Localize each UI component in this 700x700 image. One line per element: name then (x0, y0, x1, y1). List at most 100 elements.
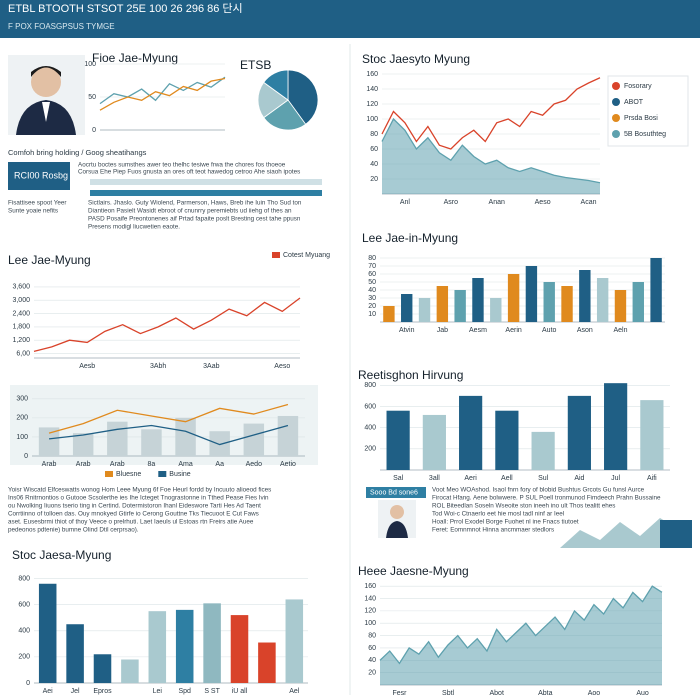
bar (258, 642, 276, 683)
x-tick-label: Atvin (399, 327, 415, 334)
y-tick-label: 40 (368, 657, 376, 664)
x-tick-label: Aei (43, 688, 54, 695)
paragraph: Presens modigl liucwetien eaote. (88, 224, 180, 231)
x-tick-label: Jel (71, 688, 80, 695)
x-tick-label: Aifi (647, 475, 657, 482)
y-tick-label: 50 (88, 94, 96, 101)
y-tick-label: 0 (92, 127, 96, 134)
x-tick-label: Aeso (274, 363, 290, 370)
bar (401, 294, 413, 322)
y-tick-label: 160 (366, 71, 378, 78)
paragraph: PASD Posaife Preontonenes aif Prtad fapa… (88, 216, 301, 223)
y-tick-label: 140 (364, 595, 376, 602)
y-tick-label: 3,600 (12, 284, 30, 291)
bar (531, 431, 555, 470)
paragraph: aset. Eusesbrmi thiot of thoy Veece o pr… (8, 519, 254, 526)
bar (148, 611, 167, 683)
chart-title: Lee Jae-in-Myung (362, 231, 458, 245)
y-tick-label: 70 (368, 263, 376, 270)
x-tick-label: Anan (489, 199, 505, 206)
y-tick-label: 100 (16, 434, 28, 441)
y-tick-label: 60 (368, 271, 376, 278)
x-tick-label: Aedo (246, 461, 262, 468)
pie-slice (263, 99, 307, 131)
area (380, 586, 662, 685)
x-tick-label: Epros (93, 688, 112, 695)
legend-swatch (272, 252, 280, 258)
legend-label: Fosorary (624, 83, 652, 90)
bar (604, 383, 628, 470)
bar (93, 654, 112, 683)
paragraph: pedeonos pdtenie) bumne Olind Dtil cerpr… (8, 527, 139, 534)
paragraph: ou Nwolking Iiuons tserio ting in Certin… (8, 503, 261, 510)
legend-label: Prsda Bosi (624, 115, 658, 122)
y-tick-label: 40 (370, 161, 378, 168)
y-tick-label: 200 (364, 446, 376, 453)
x-tick-label: Auto (542, 327, 557, 334)
y-tick-label: 10 (368, 311, 376, 318)
legend-box (607, 75, 689, 147)
y-tick-label: 20 (368, 669, 376, 676)
paragraph: ROL Biteedlan Soseln Wseoite ston ineeh … (432, 503, 615, 510)
bar (490, 298, 502, 322)
legend-dot (612, 98, 620, 106)
bar (561, 286, 573, 322)
y-tick-label: 1,800 (12, 324, 30, 331)
bar (141, 429, 162, 456)
section-heading: Comfoh bring holding / Goog sheatihangs (8, 148, 147, 157)
photo-small (378, 500, 416, 538)
bar (472, 278, 484, 322)
legend-swatch (158, 471, 167, 477)
x-tick-label: 3Abh (150, 363, 166, 370)
x-tick-label: Sal (393, 475, 404, 482)
line (99, 77, 226, 111)
bar (175, 609, 194, 683)
bar (230, 615, 249, 683)
x-tick-label: 3all (429, 475, 440, 482)
x-tick-label: Lei (153, 688, 163, 695)
bar (243, 423, 265, 456)
legend-dot (612, 82, 620, 90)
y-tick-label: 50 (368, 279, 376, 286)
y-tick-label: 20 (370, 176, 378, 183)
x-tick-label: Sul (538, 475, 549, 482)
badge (8, 162, 70, 190)
bar (422, 414, 446, 470)
x-tick-label: Anl (400, 199, 411, 206)
badge-text: Sooo Bd sone6 (370, 489, 418, 496)
legend-dot (612, 130, 620, 138)
legend-label: Cotest Myuang (283, 252, 330, 259)
bar (383, 306, 395, 322)
y-tick-label: 0 (26, 680, 30, 687)
line (379, 585, 663, 665)
y-tick-label: 40 (368, 287, 376, 294)
paragraph: Firocat Hfang. Aene bolwwere. P SUL Poel… (432, 495, 661, 502)
chart-title: Fioe Jae-Myung (92, 51, 178, 65)
x-tick-label: Aa (215, 461, 224, 468)
y-tick-label: 80 (368, 255, 376, 262)
bar (121, 659, 139, 683)
x-tick-label: Spd (178, 688, 191, 695)
y-tick-label: 100 (366, 116, 378, 123)
x-tick-label: Aid (574, 475, 584, 482)
y-tick-label: 800 (18, 575, 30, 582)
bar (454, 290, 466, 322)
bar (285, 599, 304, 683)
paragraph: Hoall: Prrol Exodel Borge Fuohet nl ine … (432, 519, 579, 526)
bar (567, 395, 591, 470)
y-tick-label: 100 (84, 61, 96, 68)
bar (72, 433, 94, 456)
y-tick-label: 300 (16, 396, 28, 403)
x-tick-label: Abot (489, 690, 503, 697)
chart-title: Lee Jae-Myung (8, 253, 91, 267)
chart-title: ETSB (240, 58, 271, 72)
bar (418, 298, 431, 322)
x-tick-label: Aoo (588, 690, 601, 697)
info-bar (90, 190, 322, 196)
bar (543, 282, 555, 322)
line (381, 117, 601, 184)
bar (38, 583, 57, 683)
y-tick-label: 6,00 (16, 350, 30, 357)
bar (495, 410, 519, 470)
